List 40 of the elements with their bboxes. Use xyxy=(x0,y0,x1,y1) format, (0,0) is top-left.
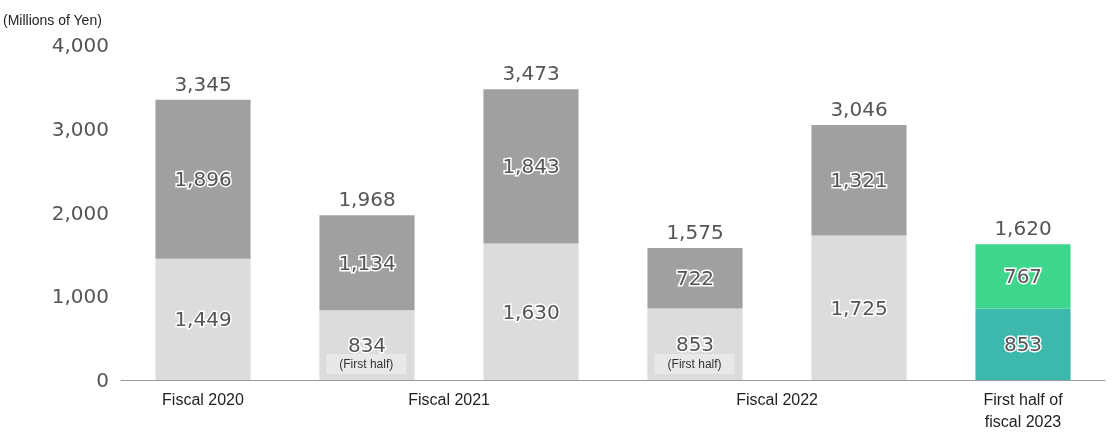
data-label: 1,725 xyxy=(830,295,888,320)
data-label: 853 xyxy=(675,332,715,357)
annotation: (First half) xyxy=(339,357,394,371)
bar xyxy=(975,308,1071,380)
total-label: 1,968 xyxy=(338,187,396,212)
bar xyxy=(647,248,743,309)
data-label: 1,449 xyxy=(174,307,232,332)
data-label: 1,843 xyxy=(502,154,560,179)
y-tick-label: 3,000 xyxy=(51,116,109,141)
data-label: 722 xyxy=(675,266,715,291)
x-tick-label: Fiscal 2022 xyxy=(736,390,819,408)
total-label: 3,473 xyxy=(502,61,560,86)
data-label: 1,134 xyxy=(338,250,396,275)
total-label: 1,575 xyxy=(666,220,724,245)
data-label: 853 xyxy=(1003,332,1043,357)
total-label: 3,046 xyxy=(830,96,888,121)
bar xyxy=(155,258,251,380)
y-tick-label: 0 xyxy=(96,368,109,392)
bar xyxy=(811,235,907,380)
x-tick-label: First half of fiscal 2023 xyxy=(983,390,1064,430)
data-label: 834 xyxy=(347,333,387,358)
bar xyxy=(483,89,579,244)
y-tick-label: 2,000 xyxy=(51,200,109,225)
data-label: 1,896 xyxy=(174,167,232,192)
x-tick-label: Fiscal 2021 xyxy=(408,390,491,408)
annotation: (First half) xyxy=(667,357,722,371)
data-label: 767 xyxy=(1003,264,1043,289)
bar xyxy=(483,243,579,380)
data-label: 1,630 xyxy=(502,299,560,324)
total-label: 3,345 xyxy=(174,71,232,96)
bar xyxy=(975,244,1071,309)
total-label: 1,620 xyxy=(994,216,1052,241)
x-tick-label: Fiscal 2020 xyxy=(162,390,245,408)
y-tick-label: 1,000 xyxy=(51,284,109,309)
bar xyxy=(319,215,415,311)
y-axis-title: (Millions of Yen) xyxy=(3,12,102,28)
bar xyxy=(811,124,907,236)
y-tick-label: 4,000 xyxy=(51,33,109,57)
bar xyxy=(155,99,251,259)
data-label: 1,321 xyxy=(830,168,888,193)
